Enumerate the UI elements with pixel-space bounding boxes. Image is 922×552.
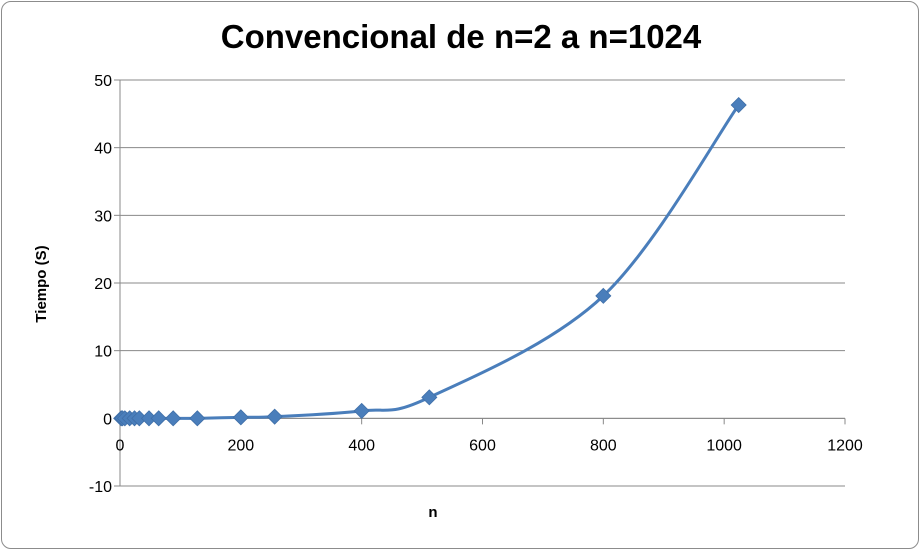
gridlines — [120, 79, 845, 487]
data-point-marker — [730, 96, 747, 114]
x-tick-label: 600 — [469, 437, 496, 454]
x-tick-label: 400 — [348, 437, 375, 454]
y-tick-label: 10 — [94, 344, 112, 361]
x-tick-label: 1000 — [706, 437, 742, 454]
data-point-marker — [421, 389, 438, 406]
y-tick-label: -10 — [89, 479, 112, 496]
y-tick-label: 20 — [94, 276, 112, 293]
y-tick-labels: -10 0 10 20 30 40 50 — [89, 73, 112, 496]
x-tick-label: 200 — [227, 437, 254, 454]
data-point-marker — [189, 410, 206, 427]
data-point-marker — [595, 287, 612, 304]
x-axis-label: n — [428, 504, 437, 521]
y-tick-label: 50 — [94, 73, 112, 90]
data-point-marker — [266, 408, 283, 425]
y-tick-label: 40 — [94, 141, 112, 158]
y-axis-label: Tiempo (S) — [33, 245, 50, 322]
series-line — [119, 103, 741, 420]
y-tick-label: 30 — [94, 208, 112, 225]
chart-title: Convencional de n=2 a n=1024 — [220, 18, 702, 55]
data-point-marker — [150, 410, 167, 427]
series-markers — [113, 96, 747, 427]
x-tick-label: 1200 — [827, 437, 863, 454]
x-tick-label: 0 — [116, 437, 125, 454]
y-tick-label: 0 — [103, 411, 112, 428]
data-point-marker — [353, 402, 370, 419]
data-point-marker — [232, 409, 249, 426]
x-tick-labels: 0 200 400 600 800 1000 1200 — [116, 437, 863, 454]
data-point-marker — [165, 410, 182, 427]
x-tick-label: 800 — [590, 437, 617, 454]
